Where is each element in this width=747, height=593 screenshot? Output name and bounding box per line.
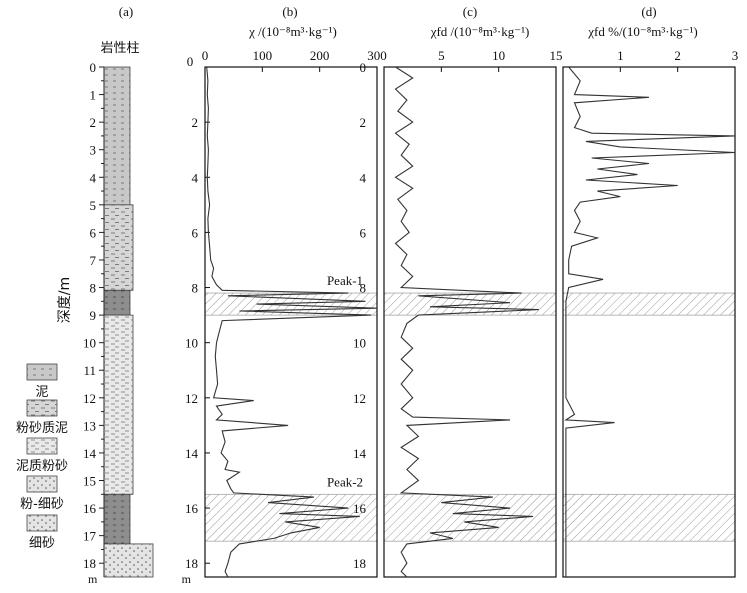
y-tick-label-b: 10 xyxy=(185,336,198,351)
x-axis-title-b: χ /(10⁻⁸m³·kg⁻¹) xyxy=(248,24,337,39)
y-tick-label-bc: 18 xyxy=(353,556,366,571)
series-line-b xyxy=(206,66,378,578)
y-tick-label-bc: 2 xyxy=(360,115,367,130)
legend-swatch xyxy=(26,514,58,532)
tick-label-a: 16 xyxy=(83,501,97,516)
y-tick-label-b-0: 0 xyxy=(187,54,194,69)
tick-label-a: 14 xyxy=(83,446,97,461)
lithology-layer xyxy=(103,543,154,578)
y-tick-label-bc: 8 xyxy=(360,281,367,296)
y-tick-label-bc: 10 xyxy=(353,336,366,351)
y-tick-label-bc: 6 xyxy=(360,225,367,240)
y-tick-label-b: 6 xyxy=(192,225,199,240)
x-tick-label: 3 xyxy=(732,48,739,63)
x-tick-label: 100 xyxy=(253,48,273,63)
x-tick-label: 300 xyxy=(367,48,387,63)
legend-label: 粉-细砂 xyxy=(20,497,64,512)
lithology-layer xyxy=(103,493,131,545)
x-tick-label: 10 xyxy=(492,48,505,63)
y-tick-label-b: 18 xyxy=(185,556,198,571)
tick-label-a: 15 xyxy=(83,474,96,489)
lithology-column-title: 岩性柱 xyxy=(100,41,139,56)
y-axis-title: 深度/m xyxy=(57,277,73,323)
x-tick-label: 15 xyxy=(550,48,563,63)
tick-label-a: 12 xyxy=(83,391,96,406)
tick-label-a: 18 xyxy=(83,556,96,571)
plot-frame-d xyxy=(562,66,736,578)
lithology-layer xyxy=(103,314,134,495)
legend-swatch xyxy=(26,363,58,381)
tick-label-a: 3 xyxy=(90,143,97,158)
legend-label: 泥质粉砂 xyxy=(16,459,68,474)
tick-label-a: 8 xyxy=(90,281,97,296)
panel-label-a: (a) xyxy=(119,4,133,19)
tick-label-a: 10 xyxy=(83,336,96,351)
tick-label-a: 13 xyxy=(83,418,96,433)
series-line-d xyxy=(564,66,736,577)
tick-label-a: 2 xyxy=(90,115,97,130)
hatch-band xyxy=(562,292,736,316)
plot-frame-c xyxy=(383,66,557,578)
peak-annotation: Peak-2 xyxy=(327,474,363,489)
x-tick-label: 200 xyxy=(310,48,330,63)
hatch-band xyxy=(383,493,557,542)
x-tick-label: 2 xyxy=(674,48,681,63)
y-tick-label-b: 4 xyxy=(192,170,199,185)
y-tick-label-bc: 14 xyxy=(353,446,367,461)
panel-label-d: (d) xyxy=(641,4,656,19)
y-tick-label-b: 16 xyxy=(185,501,199,516)
tick-label-a: 11 xyxy=(83,363,96,378)
x-axis-title-c: χfd /(10⁻⁸m³·kg⁻¹) xyxy=(430,24,530,39)
legend-label: 细砂 xyxy=(29,536,55,551)
x-tick-label: 5 xyxy=(438,48,445,63)
tick-label-a: 0 xyxy=(90,60,97,75)
hatch-band xyxy=(562,493,736,542)
lithology-layer xyxy=(103,204,134,291)
x-tick-label: 1 xyxy=(617,48,624,63)
legend-swatch xyxy=(26,399,58,417)
y-tick-label-bc: 0 xyxy=(360,60,367,75)
legend-label: 泥 xyxy=(35,385,48,400)
panel-label-c: (c) xyxy=(463,4,477,19)
y-tick-label-bc: 16 xyxy=(353,501,367,516)
y-tick-label-bc: 12 xyxy=(353,391,366,406)
panel-label-b: (b) xyxy=(282,4,297,19)
tick-label-a: 5 xyxy=(90,198,97,213)
legend-label: 粉砂质泥 xyxy=(16,421,68,436)
tick-label-a: 17 xyxy=(83,529,97,544)
hatch-band xyxy=(204,493,378,542)
y-tick-label-b: 14 xyxy=(185,446,199,461)
hatch-band xyxy=(383,292,557,316)
y-tick-label-bc: 4 xyxy=(360,170,367,185)
y-unit-label: m xyxy=(88,572,98,586)
tick-label-a: 1 xyxy=(90,88,97,103)
x-axis-title-d: χfd %/(10⁻⁸m³·kg⁻¹) xyxy=(587,24,697,39)
tick-label-a: 9 xyxy=(90,308,97,323)
x-tick-label: 0 xyxy=(202,48,209,63)
tick-label-a: 6 xyxy=(90,225,97,240)
tick-label-a: 7 xyxy=(90,253,97,268)
legend-swatch xyxy=(26,475,58,493)
y-tick-label-b: 8 xyxy=(192,281,199,296)
y-tick-label-b: 2 xyxy=(192,115,199,130)
legend-swatch xyxy=(26,437,58,455)
plot-frame-b xyxy=(204,66,378,578)
tick-label-a: 4 xyxy=(90,170,97,185)
series-line-c xyxy=(394,66,539,578)
lithology-layer xyxy=(103,289,131,316)
lithology-layer xyxy=(103,66,131,206)
peak-annotation: Peak-1 xyxy=(327,273,363,288)
y-unit-label-b: m xyxy=(182,572,192,586)
y-tick-label-b: 12 xyxy=(185,391,198,406)
